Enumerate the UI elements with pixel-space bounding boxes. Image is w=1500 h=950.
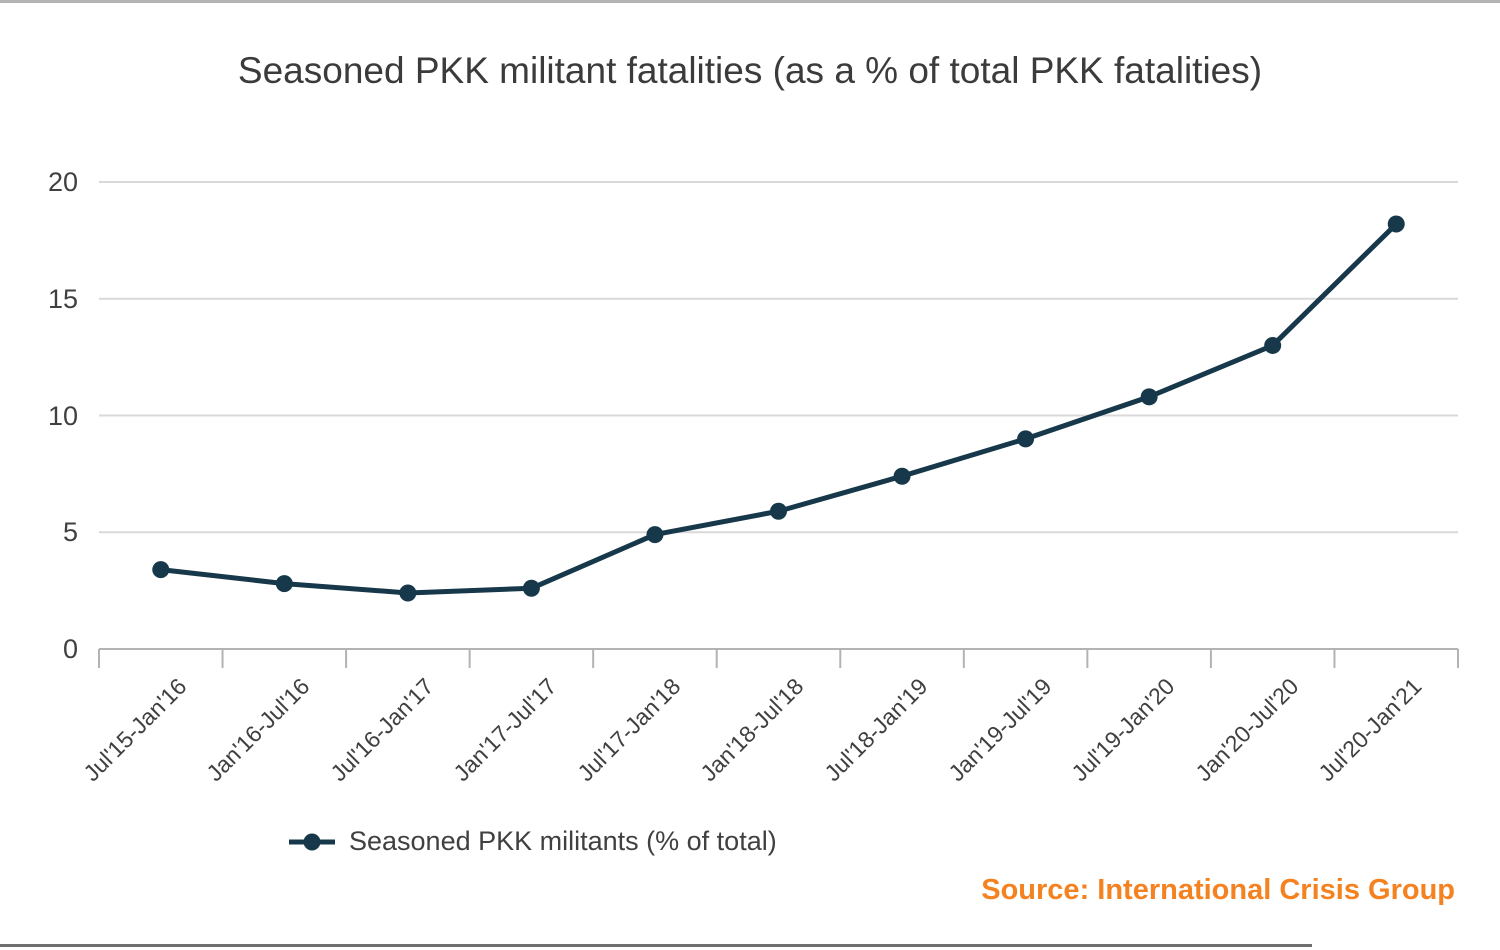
data-point-marker (399, 584, 417, 602)
data-point-marker (1140, 388, 1158, 406)
data-point-marker (1017, 430, 1035, 448)
legend-line-marker-icon (289, 833, 335, 850)
legend-label: Seasoned PKK militants (% of total) (349, 826, 777, 856)
y-tick-label: 10 (47, 400, 78, 431)
data-point-marker (893, 467, 911, 485)
y-tick-label: 0 (62, 634, 78, 664)
y-tick-label: 5 (62, 517, 78, 548)
data-point-marker (646, 526, 664, 544)
y-tick-label: 15 (47, 283, 78, 314)
y-tick-label: 20 (47, 167, 78, 197)
data-point-marker (770, 502, 787, 520)
data-point-marker (275, 575, 293, 593)
data-point-marker (522, 579, 540, 597)
legend: Seasoned PKK militants (% of total) (288, 826, 777, 857)
top-border-rule (0, 0, 1500, 3)
chart-title: Seasoned PKK militant fatalities (as a %… (237, 50, 1263, 91)
data-point-marker (152, 561, 170, 579)
data-point-marker (1264, 336, 1282, 354)
data-point-marker (1387, 215, 1405, 233)
series-line (158, 221, 1399, 596)
bottom-rule (0, 944, 1312, 947)
source-credit: Source: International Crisis Group (981, 874, 1455, 906)
